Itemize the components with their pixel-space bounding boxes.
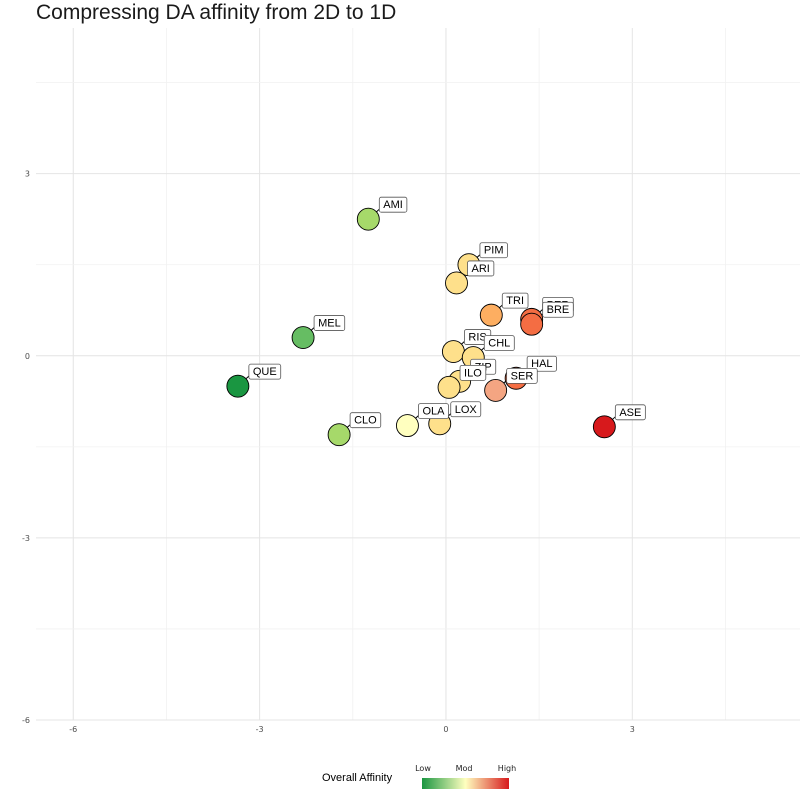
data-point (445, 271, 468, 295)
point-label-box (313, 315, 346, 331)
point-label-box (248, 363, 282, 380)
data-point (592, 415, 616, 439)
data-point (520, 312, 544, 336)
data-point (441, 340, 465, 363)
point-label-text: SER (511, 370, 534, 382)
point-label-text: ARI (472, 263, 490, 275)
data-point (356, 207, 380, 231)
point-label-box (467, 260, 495, 277)
point-label-text: QUE (253, 366, 277, 378)
point-label-box (542, 301, 574, 318)
point-label-box (378, 196, 408, 213)
point-label-text: TRI (506, 295, 524, 307)
y-tick-label: -3 (22, 534, 30, 543)
x-tick-label: 3 (630, 725, 635, 734)
point-label-box (526, 355, 557, 372)
data-point (291, 326, 315, 350)
scatter-plot: -6-303-6-303 AMIPIMARITRIPERBREMELRISCHL… (22, 28, 800, 734)
legend: Overall Affinity Low Mod High (322, 764, 542, 794)
axis-ticks: -6 -3 0 3 -6 -3 0 3 (22, 170, 635, 734)
leader-lines (237, 208, 616, 436)
legend-title: Overall Affinity (322, 772, 393, 784)
point-label-box (418, 403, 449, 419)
x-tick-label: -3 (256, 725, 264, 734)
point-label-box (614, 404, 646, 421)
y-tick-label: 0 (25, 352, 30, 361)
data-point (437, 375, 461, 399)
point-label-text: CLO (354, 415, 377, 427)
x-tick-label: -6 (69, 725, 77, 734)
point-label-text: MEL (318, 318, 341, 330)
data-point (479, 303, 503, 327)
point-label-box (479, 242, 508, 259)
point-label-box (349, 412, 382, 429)
grid (36, 28, 800, 721)
point-label-box (483, 335, 515, 352)
x-tick-label: 0 (443, 725, 448, 734)
point-label-text: HAL (531, 358, 552, 370)
point-label-box (506, 367, 538, 384)
point-label-text: RIS (468, 332, 486, 344)
legend-colorbar (422, 778, 509, 789)
point-label-text: ILO (464, 367, 482, 379)
legend-break-mod: Mod (455, 764, 473, 773)
data-point (484, 378, 508, 402)
legend-break-low: Low (415, 764, 431, 773)
point-label-text: OLA (422, 406, 445, 418)
data-point (226, 374, 250, 398)
point-label-box (459, 364, 487, 381)
point-label-text: LOX (455, 404, 478, 416)
legend-break-high: High (497, 764, 517, 773)
point-label-text: ASE (619, 407, 641, 419)
point-label-box (501, 292, 529, 309)
y-tick-label: 3 (25, 170, 30, 179)
point-label-text: BRE (547, 304, 570, 316)
data-point (327, 423, 351, 447)
point-label-text: PIM (484, 245, 504, 257)
point-label-text: AMI (383, 199, 403, 211)
point-label-box (450, 401, 482, 418)
point-labels: AMIPIMARITRIPERBREMELRISCHLZIPHALILOSERQ… (248, 196, 646, 429)
point-label-text: CHL (488, 338, 510, 350)
data-point (395, 414, 419, 438)
y-tick-label: -6 (22, 716, 30, 725)
chart-title: Compressing DA affinity from 2D to 1D (36, 1, 397, 24)
